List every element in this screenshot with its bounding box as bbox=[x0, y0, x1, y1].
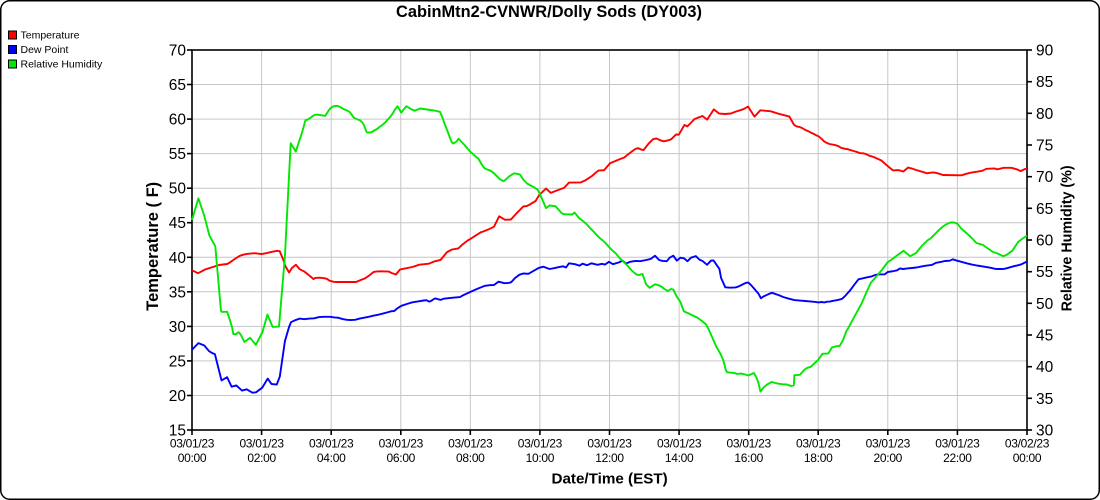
svg-text:03/01/23: 03/01/23 bbox=[309, 436, 354, 450]
svg-text:90: 90 bbox=[1036, 43, 1054, 60]
svg-text:20: 20 bbox=[169, 388, 187, 405]
svg-text:00:00: 00:00 bbox=[1013, 451, 1042, 465]
svg-text:25: 25 bbox=[169, 353, 186, 370]
svg-text:03/01/23: 03/01/23 bbox=[935, 436, 980, 450]
svg-text:04:00: 04:00 bbox=[317, 451, 346, 465]
svg-text:35: 35 bbox=[169, 284, 186, 301]
svg-text:65: 65 bbox=[1036, 201, 1053, 218]
svg-text:35: 35 bbox=[1036, 391, 1053, 408]
svg-text:CabinMtn2-CVNWR/Dolly Sods (DY: CabinMtn2-CVNWR/Dolly Sods (DY003) bbox=[396, 3, 702, 21]
svg-text:30: 30 bbox=[169, 319, 187, 336]
svg-text:08:00: 08:00 bbox=[456, 451, 485, 465]
svg-text:00:00: 00:00 bbox=[178, 451, 207, 465]
svg-text:16:00: 16:00 bbox=[734, 451, 763, 465]
svg-text:45: 45 bbox=[169, 215, 186, 232]
svg-text:Dew Point: Dew Point bbox=[21, 44, 69, 56]
svg-text:20:00: 20:00 bbox=[874, 451, 903, 465]
svg-text:70: 70 bbox=[169, 43, 187, 60]
svg-text:55: 55 bbox=[1036, 264, 1053, 281]
svg-text:40: 40 bbox=[1036, 359, 1054, 376]
svg-text:06:00: 06:00 bbox=[387, 451, 416, 465]
svg-text:03/01/23: 03/01/23 bbox=[448, 436, 493, 450]
svg-text:45: 45 bbox=[1036, 328, 1053, 345]
svg-text:03/01/23: 03/01/23 bbox=[866, 436, 911, 450]
svg-text:12:00: 12:00 bbox=[595, 451, 624, 465]
svg-text:15: 15 bbox=[169, 423, 186, 440]
svg-text:02:00: 02:00 bbox=[247, 451, 276, 465]
svg-text:85: 85 bbox=[1036, 74, 1053, 91]
svg-text:75: 75 bbox=[1036, 138, 1053, 155]
svg-text:30: 30 bbox=[1036, 423, 1054, 440]
svg-text:70: 70 bbox=[1036, 169, 1054, 186]
svg-text:Relative Humidity: Relative Humidity bbox=[21, 59, 103, 71]
svg-text:60: 60 bbox=[169, 112, 187, 129]
svg-text:03/01/23: 03/01/23 bbox=[657, 436, 702, 450]
svg-text:03/01/23: 03/01/23 bbox=[170, 436, 215, 450]
svg-text:80: 80 bbox=[1036, 106, 1054, 123]
svg-text:03/01/23: 03/01/23 bbox=[379, 436, 424, 450]
svg-text:10:00: 10:00 bbox=[526, 451, 555, 465]
svg-text:03/01/23: 03/01/23 bbox=[796, 436, 841, 450]
svg-text:60: 60 bbox=[1036, 233, 1054, 250]
svg-text:18:00: 18:00 bbox=[804, 451, 833, 465]
svg-text:Temperature ( F): Temperature ( F) bbox=[144, 182, 162, 311]
svg-text:03/02/23: 03/02/23 bbox=[1005, 436, 1050, 450]
svg-text:03/01/23: 03/01/23 bbox=[587, 436, 632, 450]
svg-text:Date/Time (EST): Date/Time (EST) bbox=[552, 471, 668, 488]
svg-text:Relative Humidity (%): Relative Humidity (%) bbox=[1059, 165, 1076, 311]
svg-text:Temperature: Temperature bbox=[21, 30, 80, 42]
svg-text:65: 65 bbox=[169, 77, 186, 94]
svg-text:03/01/23: 03/01/23 bbox=[518, 436, 563, 450]
svg-text:40: 40 bbox=[169, 250, 187, 267]
svg-text:55: 55 bbox=[169, 146, 186, 163]
svg-text:03/01/23: 03/01/23 bbox=[727, 436, 772, 450]
svg-text:22:00: 22:00 bbox=[943, 451, 972, 465]
svg-text:14:00: 14:00 bbox=[665, 451, 694, 465]
svg-text:50: 50 bbox=[1036, 296, 1054, 313]
svg-text:03/01/23: 03/01/23 bbox=[239, 436, 284, 450]
svg-text:50: 50 bbox=[169, 181, 187, 198]
